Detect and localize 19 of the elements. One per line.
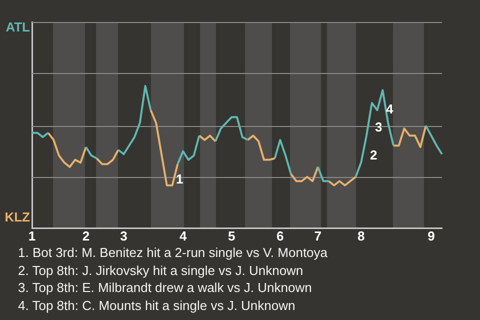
annotation: 2 bbox=[370, 148, 378, 163]
text: 2. Top 8th: J. Jirkovsky hit a single vs J. Unknown bbox=[18, 262, 304, 280]
x-tick-label: 7 bbox=[314, 228, 322, 244]
text: 3. Top 8th: E. Milbrandt drew a walk vs J. Unknown bbox=[18, 279, 313, 297]
x-tick-label: 6 bbox=[276, 228, 284, 244]
x-tick-label: 8 bbox=[357, 228, 365, 244]
x-tick-label: 3 bbox=[120, 228, 128, 244]
annotation: 3 bbox=[375, 120, 382, 135]
annotation: 1 bbox=[176, 172, 184, 187]
x-tick-label: 2 bbox=[82, 228, 90, 244]
x-tick-label: 4 bbox=[179, 228, 188, 244]
text: 4. Top 8th: C. Mounts hit a single vs J. Unknown bbox=[18, 296, 296, 314]
x-tick-label: 5 bbox=[228, 228, 236, 244]
text: 1. Bot 3rd: M. Benitez hit a 2-run single vs V. Montoya bbox=[18, 244, 328, 262]
annotation: 4 bbox=[386, 102, 394, 117]
x-tick-label: 9 bbox=[428, 228, 435, 244]
x-tick-label: 1 bbox=[28, 228, 36, 244]
text: KLZ bbox=[4, 210, 30, 225]
text: ATL bbox=[6, 20, 30, 35]
